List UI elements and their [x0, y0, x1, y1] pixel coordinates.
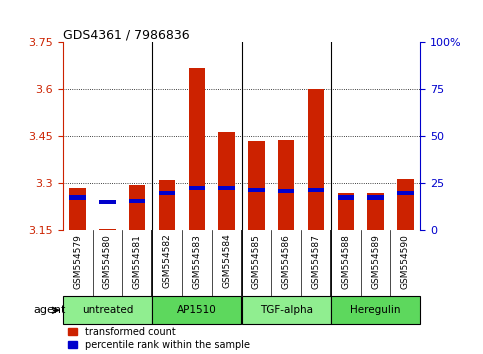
Text: GSM554582: GSM554582: [163, 234, 171, 289]
Text: GSM554585: GSM554585: [252, 234, 261, 289]
Bar: [159, 180, 175, 230]
Bar: [63, 296, 152, 324]
Bar: [248, 188, 265, 192]
Text: GSM554583: GSM554583: [192, 234, 201, 289]
Bar: [218, 132, 235, 230]
Bar: [331, 296, 420, 324]
Bar: [189, 186, 205, 190]
Bar: [129, 185, 145, 230]
Text: GSM554590: GSM554590: [401, 234, 410, 289]
Text: GSM554588: GSM554588: [341, 234, 350, 289]
Text: GSM554589: GSM554589: [371, 234, 380, 289]
Bar: [189, 68, 205, 230]
Bar: [70, 195, 86, 200]
Text: TGF-alpha: TGF-alpha: [260, 305, 313, 315]
Bar: [248, 141, 265, 230]
Bar: [242, 296, 331, 324]
Text: GDS4361 / 7986836: GDS4361 / 7986836: [63, 28, 189, 41]
Bar: [368, 195, 384, 200]
Text: GSM554584: GSM554584: [222, 234, 231, 289]
Bar: [338, 195, 354, 200]
Bar: [129, 199, 145, 203]
Bar: [308, 188, 324, 192]
Text: agent: agent: [33, 305, 65, 315]
Bar: [278, 189, 294, 193]
Bar: [218, 186, 235, 190]
Text: GSM554587: GSM554587: [312, 234, 320, 289]
Bar: [278, 139, 294, 230]
Bar: [152, 296, 242, 324]
Bar: [368, 193, 384, 230]
Bar: [338, 193, 354, 230]
Bar: [99, 229, 115, 230]
Bar: [159, 191, 175, 195]
Bar: [70, 188, 86, 230]
Bar: [99, 200, 115, 204]
Text: Heregulin: Heregulin: [350, 305, 401, 315]
Text: GSM554581: GSM554581: [133, 234, 142, 289]
Bar: [308, 90, 324, 230]
Text: GSM554580: GSM554580: [103, 234, 112, 289]
Bar: [397, 179, 413, 230]
Text: untreated: untreated: [82, 305, 133, 315]
Text: AP1510: AP1510: [177, 305, 217, 315]
Text: GSM554579: GSM554579: [73, 234, 82, 289]
Legend: transformed count, percentile rank within the sample: transformed count, percentile rank withi…: [68, 327, 250, 350]
Text: GSM554586: GSM554586: [282, 234, 291, 289]
Bar: [397, 191, 413, 195]
